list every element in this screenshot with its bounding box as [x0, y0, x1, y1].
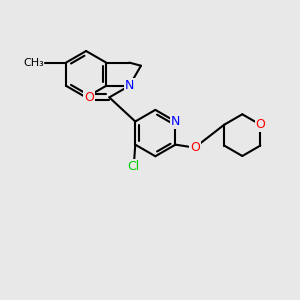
Text: O: O — [84, 91, 94, 104]
Text: CH₃: CH₃ — [23, 58, 44, 68]
Text: Cl: Cl — [128, 160, 140, 172]
Text: N: N — [171, 115, 180, 128]
Text: O: O — [255, 118, 265, 131]
Text: N: N — [125, 79, 134, 92]
Text: O: O — [190, 141, 200, 154]
